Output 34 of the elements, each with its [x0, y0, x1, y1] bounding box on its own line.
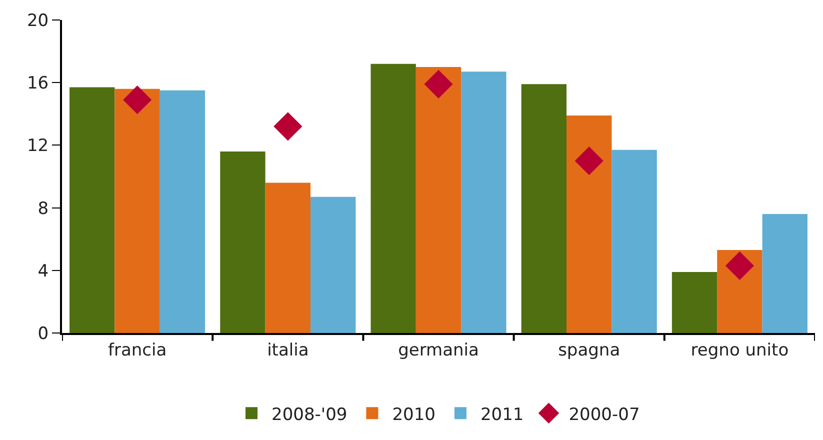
point [123, 86, 152, 114]
bar [566, 115, 612, 333]
bar [220, 151, 266, 333]
bar [370, 64, 416, 333]
x-tick-label: francia [108, 340, 167, 360]
point [725, 251, 754, 280]
x-tick-label: germania [398, 340, 479, 360]
y-tick-label: 0 [38, 324, 49, 344]
bar [612, 150, 657, 333]
bar [265, 182, 310, 333]
bar [416, 66, 462, 333]
x-tick-label: regno unito [690, 340, 789, 360]
y-tick-label: 16 [26, 74, 49, 94]
legend-label: 2000-07 [568, 404, 640, 425]
bar [762, 214, 808, 333]
point [424, 70, 453, 98]
legend-label: 2010 [392, 404, 436, 425]
x-tick-label: italia [267, 340, 309, 360]
bar [310, 196, 356, 333]
y-tick-label: 4 [38, 261, 49, 282]
y-tick-label: 12 [26, 136, 49, 156]
bar [114, 88, 160, 333]
y-tick-label: 8 [38, 198, 49, 219]
point [574, 146, 604, 176]
bar [70, 87, 115, 333]
y-tick-label: 20 [26, 10, 49, 31]
legend-label: 2008-'09 [272, 404, 348, 425]
x-tick-label: spagna [558, 340, 620, 360]
bar [160, 90, 206, 333]
legend-label: 2011 [480, 404, 524, 425]
bar [521, 84, 567, 333]
bar [672, 272, 718, 333]
bar [461, 72, 506, 333]
point [274, 112, 302, 141]
